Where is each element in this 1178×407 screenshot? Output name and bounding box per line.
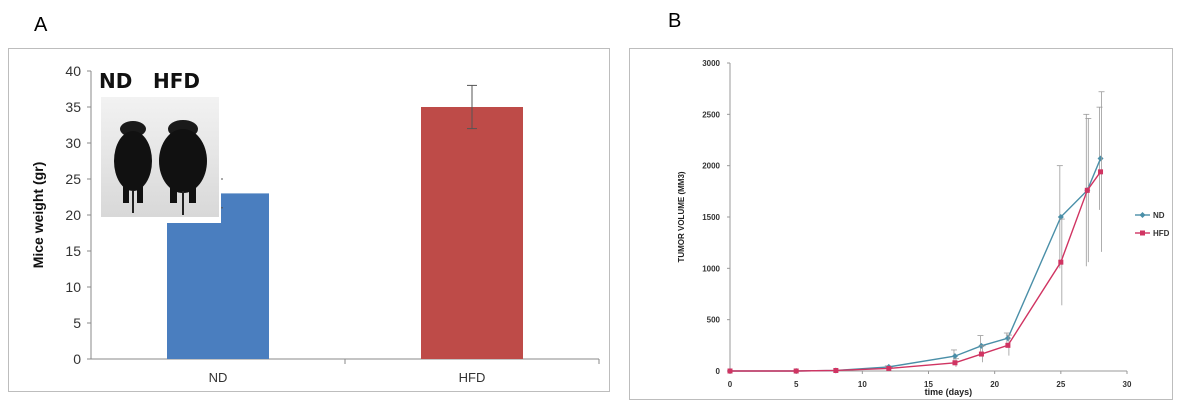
panel-label-a: A bbox=[34, 14, 48, 36]
series-line-nd bbox=[730, 158, 1102, 372]
data-point-hfd bbox=[978, 351, 984, 357]
y-tick-label: 1500 bbox=[702, 213, 720, 222]
x-tick-label: 0 bbox=[728, 380, 733, 389]
y-tick-label: 3000 bbox=[702, 59, 720, 68]
mouse-hfd-icon bbox=[159, 120, 207, 215]
x-tick-label: 15 bbox=[924, 380, 933, 389]
data-point-hfd bbox=[886, 365, 892, 371]
y-tick-label: 15 bbox=[65, 243, 81, 259]
tumor-volume-line-chart: 0 500 1000 1500 2000 2500 3000 0 5 10 15 20 25 30 TUMO… bbox=[629, 48, 1173, 400]
y-tick-label: 1000 bbox=[702, 264, 720, 273]
x-tick-label: 30 bbox=[1123, 380, 1132, 389]
y-tick-label: 5 bbox=[73, 315, 81, 331]
x-tick-label: 10 bbox=[858, 380, 867, 389]
legend-label-hfd: HFD bbox=[1153, 229, 1170, 238]
y-tick-label: 500 bbox=[707, 316, 721, 325]
panel-label-b: B bbox=[668, 10, 682, 32]
y-axis-label: Mice weight (gr) bbox=[30, 162, 46, 269]
x-tick-label: 5 bbox=[794, 380, 799, 389]
data-point-hfd bbox=[1084, 187, 1090, 193]
bar-hfd bbox=[421, 107, 523, 359]
data-point-hfd bbox=[1005, 342, 1011, 348]
x-tick-label: 25 bbox=[1056, 380, 1065, 389]
weight-bar-chart: 0 5 10 15 20 25 30 35 40 ND HFD Mice weight (gr) ND… bbox=[8, 48, 610, 392]
x-tick-label: 20 bbox=[990, 380, 999, 389]
data-point-hfd bbox=[952, 360, 958, 366]
y-axis-label: TUMOR VOLUME (MM3) bbox=[677, 171, 686, 262]
data-point-hfd bbox=[833, 367, 839, 373]
x-axis-label: time (days) bbox=[925, 387, 973, 397]
series-line-hfd bbox=[730, 171, 1102, 372]
data-point-nd bbox=[1097, 155, 1104, 162]
y-tick-label: 0 bbox=[716, 367, 721, 376]
x-tick-label: HFD bbox=[459, 370, 486, 385]
y-tick-label: 30 bbox=[65, 135, 81, 151]
y-tick-label: 25 bbox=[65, 171, 81, 187]
mice-photo-inset: ND HFD bbox=[93, 67, 221, 223]
y-tick-label: 40 bbox=[65, 63, 81, 79]
legend-marker-hfd bbox=[1140, 230, 1145, 236]
legend-marker-nd bbox=[1139, 212, 1146, 218]
data-point-hfd bbox=[727, 368, 733, 374]
y-tick-label: 0 bbox=[73, 351, 81, 367]
data-point-nd bbox=[951, 353, 958, 360]
mouse-nd-icon bbox=[114, 121, 152, 213]
legend-label-nd: ND bbox=[1153, 211, 1165, 220]
mice-silhouettes bbox=[114, 120, 207, 215]
data-point-hfd bbox=[1058, 259, 1064, 265]
data-point-hfd bbox=[1098, 169, 1104, 175]
data-point-hfd bbox=[793, 368, 799, 374]
y-tick-label: 2500 bbox=[702, 110, 720, 119]
y-tick-label: 20 bbox=[65, 207, 81, 223]
data-point-nd bbox=[1057, 214, 1064, 220]
y-tick-label: 35 bbox=[65, 99, 81, 115]
inset-label-nd: ND bbox=[99, 69, 133, 93]
tumor-volume-chart-svg: 0 500 1000 1500 2000 2500 3000 0 5 10 15 20 25 30 TUMO… bbox=[677, 59, 1170, 397]
x-tick-label: ND bbox=[209, 370, 228, 385]
inset-label-hfd: HFD bbox=[153, 69, 201, 93]
y-tick-label: 10 bbox=[65, 279, 81, 295]
data-point-nd bbox=[1004, 335, 1011, 342]
y-tick-label: 2000 bbox=[702, 162, 720, 171]
